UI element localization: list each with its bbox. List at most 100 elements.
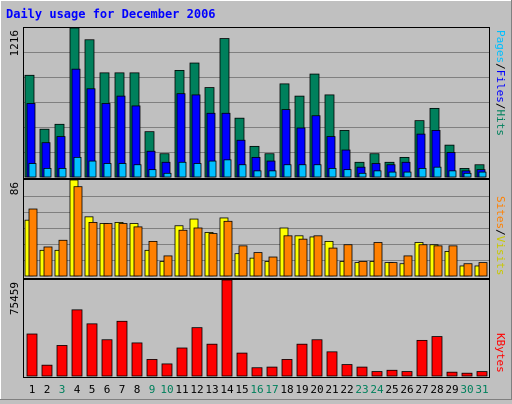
bar-pages-day-25 (388, 171, 397, 178)
bar-sites-day-6 (103, 223, 113, 277)
bar-pages-day-14 (223, 159, 232, 178)
bar-sites-day-29 (448, 245, 458, 277)
bar-pages-day-26-rect (403, 171, 412, 178)
bar-sites-day-13-rect (208, 233, 218, 277)
x-label-day-11: 11 (175, 383, 188, 396)
bar-pages-day-23-rect (358, 172, 367, 178)
bar-sites-day-5-rect (88, 222, 98, 277)
bar-kbytes-day-17-rect (266, 366, 278, 377)
legend-visits-panel: Sites/Visits (494, 196, 507, 276)
bar-sites-day-14-rect (223, 220, 233, 277)
legend-sites: Sites (494, 196, 507, 229)
bar-sites-day-28-rect (433, 245, 443, 277)
bar-pages-day-7-rect (118, 163, 127, 178)
bar-sites-day-19-rect (298, 238, 308, 277)
x-label-day-12: 12 (190, 383, 203, 396)
bar-pages-day-5 (88, 160, 97, 178)
bar-kbytes-day-7 (116, 320, 128, 377)
bar-sites-day-11 (178, 229, 188, 277)
panel-frame-visits (23, 179, 490, 279)
bar-pages-day-1-rect (28, 163, 37, 178)
legend-separator-2: / (494, 103, 507, 110)
x-label-day-30: 30 (460, 383, 473, 396)
x-label-day-20: 20 (310, 383, 323, 396)
bar-kbytes-day-30-rect (461, 372, 473, 377)
bar-sites-day-1 (28, 208, 38, 277)
x-label-day-21: 21 (325, 383, 338, 396)
bar-pages-day-29 (448, 170, 457, 178)
bar-pages-day-3 (58, 168, 67, 178)
bar-sites-day-22 (343, 244, 353, 277)
bar-pages-day-31 (478, 171, 487, 178)
x-axis-labels: 1 2 3 4 5 6 7 8 9 10 11 12 13 14 15 16 17 18 19 20 21 22 23 24 2… (29, 383, 489, 396)
bar-sites-day-8 (133, 226, 143, 277)
bar-kbytes-day-1 (26, 333, 38, 377)
bar-kbytes-day-3 (56, 345, 68, 377)
bar-kbytes-day-15 (236, 352, 248, 377)
bar-pages-day-9-rect (148, 169, 157, 178)
bar-pages-day-22-rect (343, 169, 352, 178)
bar-sites-day-16 (253, 252, 263, 277)
bar-sites-day-21-rect (328, 247, 338, 277)
bar-pages-day-10-rect (163, 172, 172, 178)
bar-kbytes-day-22-rect (341, 364, 353, 377)
bar-sites-day-31 (478, 262, 488, 277)
bar-pages-day-11-rect (178, 161, 187, 178)
bar-pages-day-6 (103, 163, 112, 178)
bar-kbytes-day-8 (131, 342, 143, 377)
bar-sites-day-21 (328, 247, 338, 277)
kbytes-max-label: 75459 (8, 282, 21, 315)
bar-sites-day-3 (58, 239, 68, 277)
bar-sites-day-15 (238, 245, 248, 277)
bar-pages-day-18 (283, 164, 292, 178)
bar-sites-day-5 (88, 222, 98, 277)
bar-sites-day-23-rect (358, 261, 368, 277)
x-label-day-27: 27 (415, 383, 428, 396)
legend-hits: Hits (494, 110, 507, 137)
bar-pages-day-27-rect (418, 168, 427, 178)
bar-pages-day-11 (178, 161, 187, 178)
x-label-day-6: 6 (104, 383, 111, 396)
bar-kbytes-day-13 (206, 343, 218, 377)
bar-pages-day-15 (238, 164, 247, 178)
bar-sites-day-24 (373, 242, 383, 277)
panel-frame-hits (23, 27, 490, 179)
bar-kbytes-day-5 (86, 323, 98, 377)
bar-sites-day-12-rect (193, 227, 203, 277)
bar-pages-day-13 (208, 160, 217, 178)
x-label-day-1: 1 (29, 383, 36, 396)
legend-kbytes: KBytes (494, 333, 507, 373)
bar-sites-day-12 (193, 227, 203, 277)
legend-hits-panel: Pages/Files/Hits (494, 30, 507, 136)
bar-pages-day-30 (463, 172, 472, 178)
bar-kbytes-day-17 (266, 366, 278, 377)
chart-title: Daily usage for December 2006 (6, 7, 216, 21)
bar-sites-day-9-rect (148, 240, 158, 277)
bar-kbytes-day-9-rect (146, 359, 158, 377)
bar-kbytes-day-19 (296, 343, 308, 377)
x-label-day-15: 15 (235, 383, 248, 396)
bar-kbytes-day-21-rect (326, 351, 338, 377)
bar-pages-day-28-rect (433, 166, 442, 178)
x-label-day-4: 4 (74, 383, 81, 396)
bar-pages-day-12 (193, 163, 202, 178)
bar-sites-day-17-rect (268, 256, 278, 277)
bar-pages-day-21 (328, 168, 337, 178)
bar-pages-day-19-rect (298, 164, 307, 178)
bar-sites-day-27-rect (418, 244, 428, 277)
bar-pages-day-17-rect (268, 170, 277, 178)
legend-pages: Pages (494, 30, 507, 63)
bar-pages-day-14-rect (223, 159, 232, 178)
bar-kbytes-day-8-rect (131, 342, 143, 377)
bar-pages-day-29-rect (448, 170, 457, 178)
bar-pages-day-28 (433, 166, 442, 178)
bar-kbytes-day-16-rect (251, 367, 263, 377)
bar-kbytes-day-24 (371, 371, 383, 377)
bar-sites-day-20-rect (313, 235, 323, 277)
x-label-day-24: 24 (370, 383, 384, 396)
bar-kbytes-day-14 (221, 279, 233, 377)
bar-kbytes-day-2-rect (41, 364, 53, 377)
bar-pages-day-5-rect (88, 160, 97, 178)
bar-pages-day-6-rect (103, 163, 112, 178)
